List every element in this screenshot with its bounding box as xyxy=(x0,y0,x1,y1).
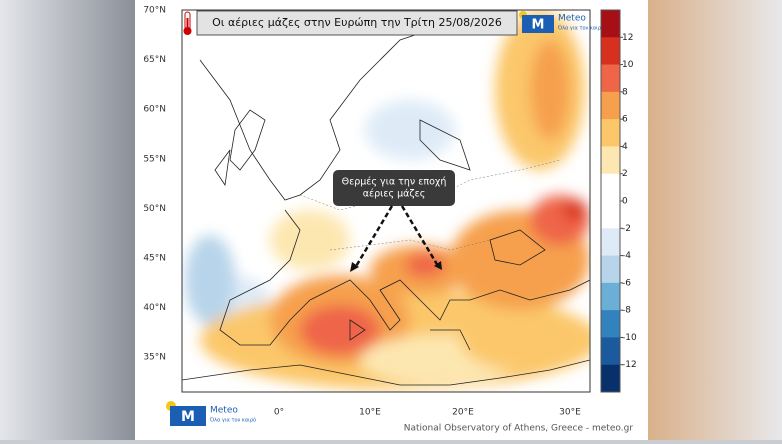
colorbar-label: -10 xyxy=(622,333,637,343)
logo-name: Meteo xyxy=(558,14,586,24)
lon-label: 10°E xyxy=(359,408,381,418)
colorbar-label: 6 xyxy=(622,115,628,125)
colorbar-segment xyxy=(601,310,620,338)
colorbar-label: -2 xyxy=(622,224,631,234)
annotation-arrows xyxy=(353,205,440,269)
logo-top: M Meteo Όλα για τον καιρό xyxy=(519,11,604,33)
lat-label: 40°N xyxy=(143,303,166,313)
colorbar-segment xyxy=(601,119,620,147)
colorbar-segment xyxy=(601,146,620,175)
graticule-labels: 70°N 65°N 60°N 55°N 50°N 45°N 40°N 35°N 0° 10°E 20… xyxy=(143,6,581,418)
lat-label: 35°N xyxy=(143,353,166,363)
colorbar-label: -4 xyxy=(622,251,631,261)
lat-label: 65°N xyxy=(143,55,166,65)
colorbar-label: -8 xyxy=(622,306,631,316)
colorbar-segment xyxy=(601,91,620,120)
lon-label: 0° xyxy=(274,408,284,418)
footer-credit: National Observatory of Athens, Greece -… xyxy=(404,424,634,434)
map-frame xyxy=(181,9,591,393)
lat-label: 55°N xyxy=(143,154,166,164)
colorbar-segment xyxy=(601,201,620,229)
colorbar-label: 12 xyxy=(622,33,633,43)
colorbar-segment xyxy=(601,228,620,256)
background-right xyxy=(648,0,782,440)
title-box xyxy=(196,10,518,36)
lat-label: 45°N xyxy=(143,254,166,264)
colorbar-label: 4 xyxy=(622,142,628,152)
lat-label: 50°N xyxy=(143,204,166,214)
lon-label: 30°E xyxy=(559,408,581,418)
lat-label: 70°N xyxy=(143,6,166,16)
logo-bottom-tagline: Όλα για τον καιρό xyxy=(209,417,256,424)
colorbar-segment xyxy=(601,173,620,202)
colorbar-label: -12 xyxy=(622,360,637,370)
colorbar-segment xyxy=(601,10,620,38)
colorbar-label: 2 xyxy=(622,169,628,179)
lat-label: 60°N xyxy=(143,105,166,115)
svg-text:M: M xyxy=(532,18,545,33)
lon-label: 20°E xyxy=(452,408,474,418)
svg-text:M: M xyxy=(181,409,195,425)
colorbar-label: 0 xyxy=(622,197,628,207)
annotation-box xyxy=(333,170,455,206)
annotation-text: αέριες μάζες xyxy=(363,189,426,200)
colorbar-segment xyxy=(601,255,620,284)
colorbar-segment xyxy=(601,337,620,366)
colorbar-segment xyxy=(601,64,620,93)
colorbar-segment xyxy=(601,282,620,311)
colorbar-segment xyxy=(601,364,620,393)
colorbar: 12 10 8 6 4 2 0 -2 -4 -6 -8 -10 -12 xyxy=(600,9,637,393)
logo-bottom-name: Meteo xyxy=(210,406,238,416)
thermometer-icon xyxy=(183,11,192,35)
title: Οι αέριες μάζες στην Ευρώπη την Τρίτη 25… xyxy=(212,16,502,29)
logo-bottom: M Meteo Όλα για τον καιρό xyxy=(166,401,256,426)
logo-tagline: Όλα για τον καιρό xyxy=(557,25,604,32)
colorbar-label: 8 xyxy=(622,87,628,97)
colorbar-label: -6 xyxy=(622,278,631,288)
annotation-text: Θερμές για την εποχή xyxy=(342,177,447,188)
coastlines xyxy=(182,29,590,386)
colorbar-segment xyxy=(601,37,620,65)
colorbar-label: 10 xyxy=(622,60,634,70)
background-left xyxy=(0,0,135,440)
